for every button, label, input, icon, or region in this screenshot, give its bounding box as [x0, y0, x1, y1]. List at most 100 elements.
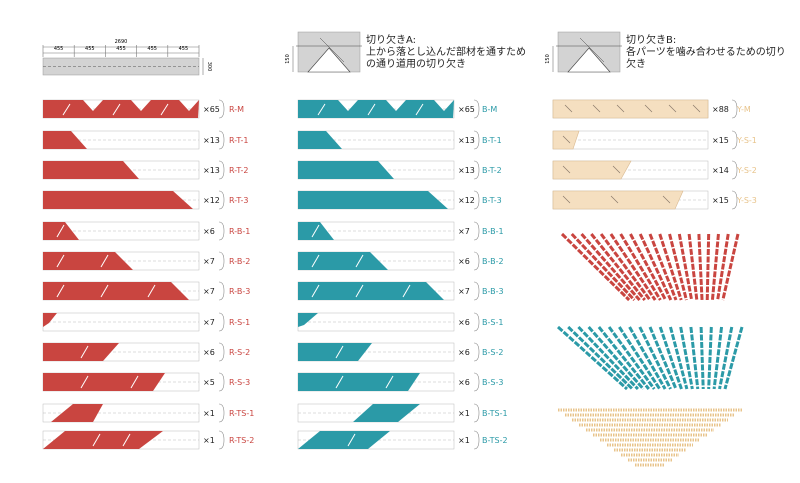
part-shape — [43, 161, 139, 179]
red-part-2: ×13 — [42, 160, 220, 180]
count-bracket — [218, 99, 225, 119]
part-shape — [43, 131, 87, 149]
slot-mark — [317, 103, 326, 116]
stacked-member — [668, 326, 689, 390]
slot-mark — [100, 284, 109, 298]
slot-mark — [355, 254, 364, 268]
red-part-4: ×6 — [42, 221, 215, 241]
blue-label: B-T-2 — [482, 166, 502, 175]
notch-a-note: 切り欠きA: 上から落とし込んだ部材を通すため の通り道用の切り欠き — [366, 35, 526, 71]
stacked-member — [689, 326, 700, 390]
yellow-label: Y-S-1 — [736, 136, 757, 145]
notch-dim-label: 150 — [545, 54, 551, 64]
count-bracket — [218, 130, 225, 150]
slot-mark — [592, 104, 601, 113]
stacked-member — [658, 326, 683, 390]
part-shape — [552, 160, 632, 180]
count-bracket — [218, 251, 225, 271]
stacked-member — [648, 233, 678, 301]
count-bracket — [473, 281, 480, 301]
stacked-member — [638, 326, 672, 390]
notch-b-detail: 150 — [545, 31, 622, 73]
count-bracket — [218, 342, 225, 362]
slot-mark — [335, 375, 344, 389]
blue-part-1: ×13 — [297, 130, 475, 150]
count-bracket — [218, 160, 225, 180]
slot-mark — [562, 195, 571, 204]
yellow-label: Y-S-2 — [736, 166, 757, 175]
notch-diag — [319, 37, 345, 63]
part-count: ×7 — [203, 257, 215, 266]
part-shape — [298, 191, 448, 209]
stacked-member — [707, 326, 713, 390]
red-part-9: ×5 — [42, 372, 215, 392]
part-count: ×13 — [203, 166, 220, 175]
slot-mark — [616, 104, 625, 113]
blue-part-3: ×12 — [297, 190, 475, 210]
count-bracket — [473, 312, 480, 332]
part-count: ×7 — [203, 318, 215, 327]
segment-dim-label: 455 — [54, 46, 64, 52]
red-label: R-T-1 — [229, 136, 249, 145]
part-shape — [353, 404, 420, 422]
slot-mark — [662, 195, 671, 204]
red-label: R-S-1 — [229, 318, 250, 327]
red-label: R-B-1 — [229, 227, 250, 236]
count-bracket — [473, 221, 480, 241]
slot-mark — [56, 254, 65, 268]
count-bracket — [218, 190, 225, 210]
notch-dim-label: 150 — [285, 54, 291, 64]
slot-mark — [130, 375, 139, 389]
stacked-member — [577, 325, 639, 391]
blue-part-4: ×7 — [297, 221, 470, 241]
slot-mark — [644, 104, 653, 113]
part-shape — [298, 252, 388, 270]
yellow-label: Y-M — [736, 105, 751, 114]
stacked-member — [618, 326, 661, 390]
blue-label: B-S-2 — [482, 348, 503, 357]
stacked-member — [619, 233, 662, 301]
yellow-assembly — [558, 408, 742, 467]
part-shape — [298, 431, 390, 449]
height-dim-label: 300 — [206, 62, 212, 72]
stacked-member — [679, 326, 694, 390]
part-count: ×13 — [458, 136, 475, 145]
slot-mark — [347, 433, 356, 447]
part-count: ×7 — [203, 287, 215, 296]
blue-label: B-B-2 — [482, 257, 504, 266]
part-shape — [298, 282, 444, 300]
red-label: R-B-2 — [229, 257, 250, 266]
blue-label: B-T-3 — [482, 196, 502, 205]
slot-mark — [80, 375, 89, 389]
blue-label: B-S-3 — [482, 378, 503, 387]
count-bracket — [218, 221, 225, 241]
slot-mark — [610, 195, 619, 204]
blue-part-10: ×1 — [297, 403, 470, 423]
slot-mark — [367, 103, 376, 116]
notch-b-line-1: 切り欠きB: — [626, 35, 677, 46]
yellow-part-2: ×14 Y-S-2 — [552, 160, 757, 180]
slot-mark — [668, 104, 677, 113]
count-bracket — [473, 403, 480, 423]
part-shape — [43, 313, 57, 327]
red-part-1: ×13 — [42, 130, 220, 150]
part-count: ×7 — [458, 287, 470, 296]
slot-mark — [160, 103, 169, 116]
slot-mark — [311, 224, 320, 238]
total-dim-label: 2690 — [115, 39, 128, 45]
count-bracket — [218, 372, 225, 392]
segment-dim-label: 455 — [147, 46, 157, 52]
stacked-member — [607, 326, 656, 390]
slot-mark — [415, 103, 424, 116]
red-part-11: ×1 — [42, 430, 215, 450]
stacked-member — [628, 326, 667, 390]
part-shape — [43, 100, 199, 118]
part-shape — [298, 131, 342, 149]
stacked-member — [587, 326, 645, 390]
count-bracket — [473, 372, 480, 392]
part-shape — [552, 130, 580, 150]
count-bracket — [731, 99, 738, 119]
part-shape — [43, 191, 193, 209]
